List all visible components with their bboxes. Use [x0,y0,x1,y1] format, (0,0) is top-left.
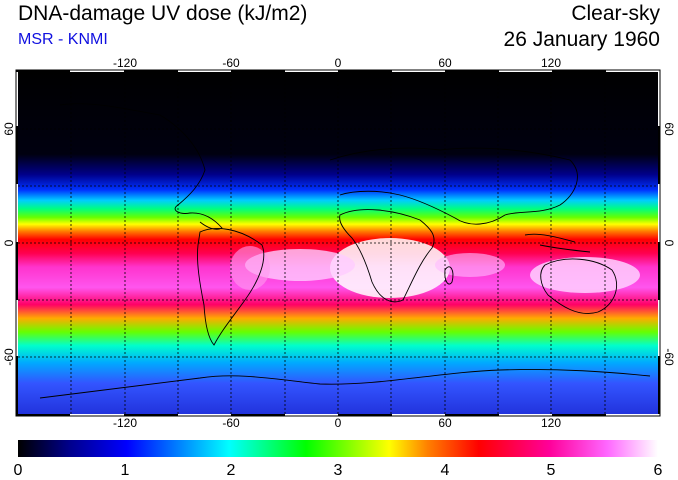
colorbar: 0 1 2 3 4 5 6 [14,440,663,479]
colorbar-gradient [18,440,658,457]
lat-label-left: 60 [2,122,16,136]
eurasia-coast [329,147,578,225]
lon-label-top: -120 [113,56,137,70]
lat-labels-left: 60 0 -60 [2,122,16,366]
lat-label-left: 0 [2,239,16,246]
colorbar-tick-label: 2 [227,462,236,479]
lon-label-bottom: 60 [438,416,452,430]
lon-label-bottom: -120 [113,416,137,430]
lon-labels-top: -120 -60 0 60 120 [113,56,561,70]
north-america-coast [59,103,223,230]
lon-label-top: -60 [222,56,240,70]
colorbar-tick-label: 0 [14,462,23,479]
graticule [18,72,658,414]
map-title: DNA-damage UV dose (kJ/m2) [18,2,308,25]
lon-label-bottom: -60 [222,416,240,430]
lon-label-bottom: 0 [335,416,342,430]
lon-label-top: 60 [438,56,452,70]
lat-label-left: -60 [2,348,16,366]
colorbar-tick-label: 3 [334,462,343,479]
colorbar-tick-label: 5 [547,462,556,479]
lat-label-right: 60 [662,122,676,136]
lat-label-right: 0 [662,240,676,247]
lat-label-right: -60 [662,348,676,366]
map-date: 26 January 1960 [503,28,660,51]
lon-label-top: 120 [541,56,561,70]
colorbar-tick-label: 4 [441,462,450,479]
lat-labels-right: 60 0 -60 [662,122,676,366]
colorbar-tick-label: 6 [654,462,663,479]
coastlines [39,103,651,399]
australia-coast [540,258,617,314]
antarctica-coast [39,369,651,399]
south-america-coast [197,228,265,346]
lon-label-bottom: 120 [541,416,561,430]
lon-labels-bottom: -120 -60 0 60 120 [113,416,561,430]
sky-condition-label: Clear-sky [571,2,660,25]
lon-label-top: 0 [335,56,342,70]
colorbar-tick-label: 1 [121,462,130,479]
data-source-label: MSR - KNMI [18,31,108,48]
colorbar-labels: 0 1 2 3 4 5 6 [14,462,663,479]
indonesia-coast [524,233,591,253]
